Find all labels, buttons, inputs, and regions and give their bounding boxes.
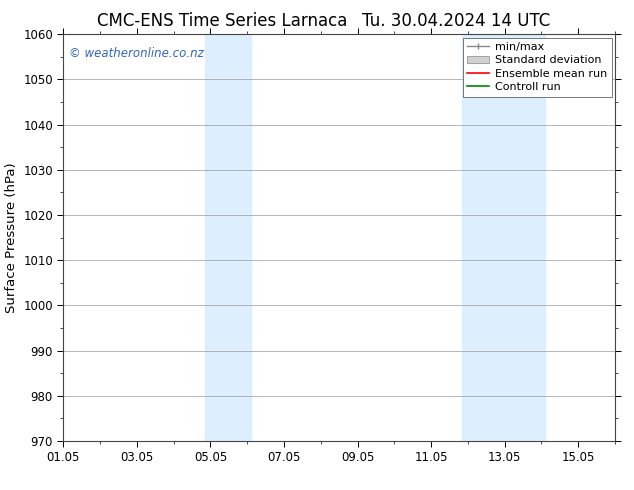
Text: © weatheronline.co.nz: © weatheronline.co.nz: [69, 47, 204, 59]
Bar: [205, 34, 251, 441]
Bar: [462, 34, 545, 441]
Y-axis label: Surface Pressure (hPa): Surface Pressure (hPa): [4, 162, 18, 313]
Legend: min/max, Standard deviation, Ensemble mean run, Controll run: min/max, Standard deviation, Ensemble me…: [463, 38, 612, 97]
Text: CMC-ENS Time Series Larnaca: CMC-ENS Time Series Larnaca: [97, 12, 347, 30]
Text: Tu. 30.04.2024 14 UTC: Tu. 30.04.2024 14 UTC: [363, 12, 550, 30]
